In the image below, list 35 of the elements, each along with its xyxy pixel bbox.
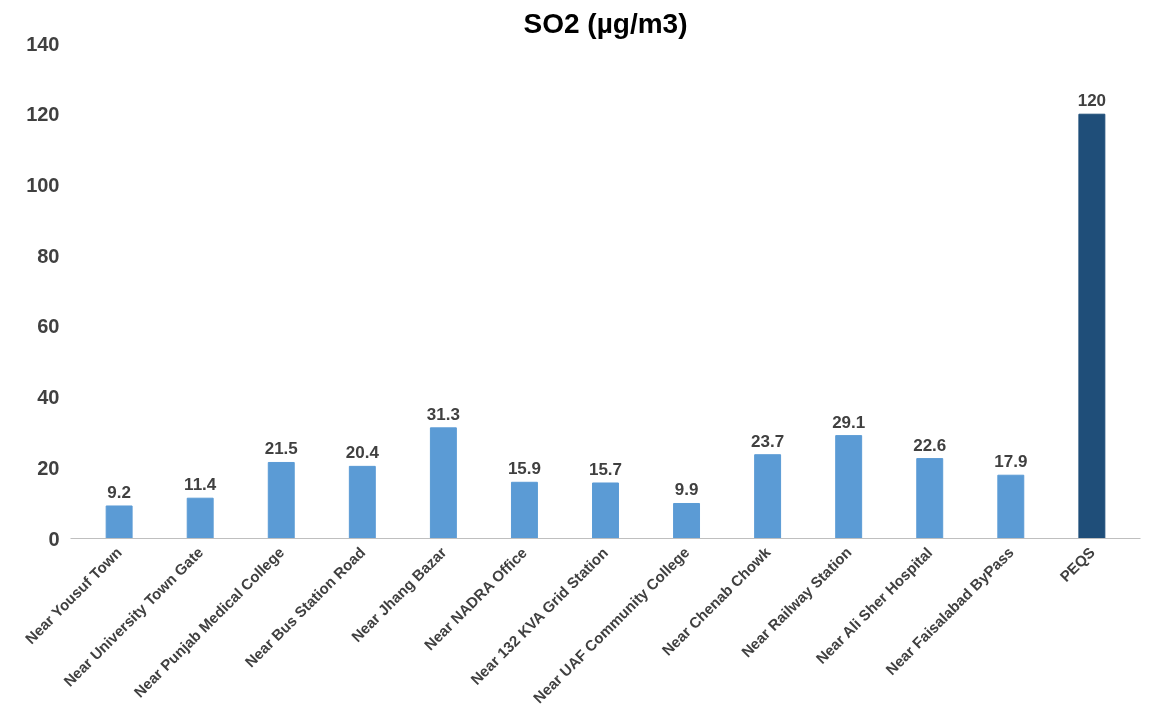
bar [592, 482, 619, 539]
bar [267, 461, 295, 539]
data-label: 22.6 [913, 435, 947, 455]
data-label: 9.2 [107, 482, 131, 502]
bar [429, 427, 457, 539]
data-label: 29.1 [832, 412, 866, 432]
y-tick-label: 60 [37, 315, 60, 338]
y-tick-label: 140 [26, 32, 60, 55]
chart-title: SO2 (µg/m3) [523, 7, 688, 39]
bar [754, 454, 782, 539]
data-label: 15.9 [507, 459, 541, 479]
y-tick-label: 120 [26, 103, 60, 126]
y-tick-label: 40 [37, 386, 60, 409]
bar [673, 503, 701, 539]
y-tick-label: 100 [26, 173, 60, 196]
y-tick-label: 80 [37, 244, 60, 267]
bar [835, 435, 863, 539]
data-label: 120 [1077, 91, 1107, 111]
data-label: 23.7 [751, 431, 785, 451]
data-label: 20.4 [345, 443, 380, 463]
data-label: 15.7 [588, 459, 623, 479]
data-label: 31.3 [426, 404, 460, 424]
data-label: 9.9 [674, 480, 699, 500]
data-label: 11.4 [184, 475, 217, 495]
y-tick-label: 0 [48, 527, 60, 550]
bar [1078, 113, 1106, 539]
bar [186, 497, 214, 539]
data-label: 21.5 [264, 439, 298, 459]
data-label: 17.9 [994, 452, 1028, 472]
bar [916, 458, 944, 539]
bar [997, 474, 1025, 539]
bar [105, 505, 133, 539]
bar [510, 481, 538, 539]
y-tick-label: 20 [37, 456, 60, 479]
bar [348, 465, 376, 539]
